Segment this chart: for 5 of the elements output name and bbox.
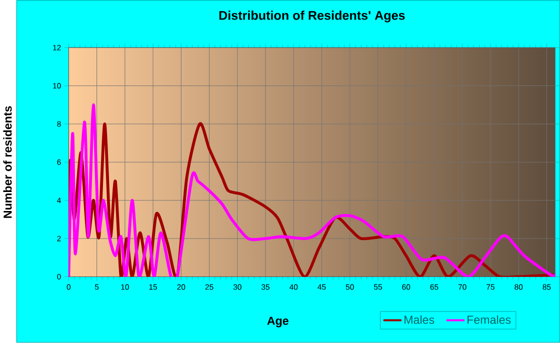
x-axis-title: Age bbox=[267, 316, 288, 328]
y-axis-title: Number of residents bbox=[3, 106, 12, 218]
chart-title: Distribution of Residents' Ages bbox=[219, 10, 405, 23]
legend-label: Males bbox=[404, 315, 434, 324]
legend-label: Females bbox=[468, 315, 511, 324]
